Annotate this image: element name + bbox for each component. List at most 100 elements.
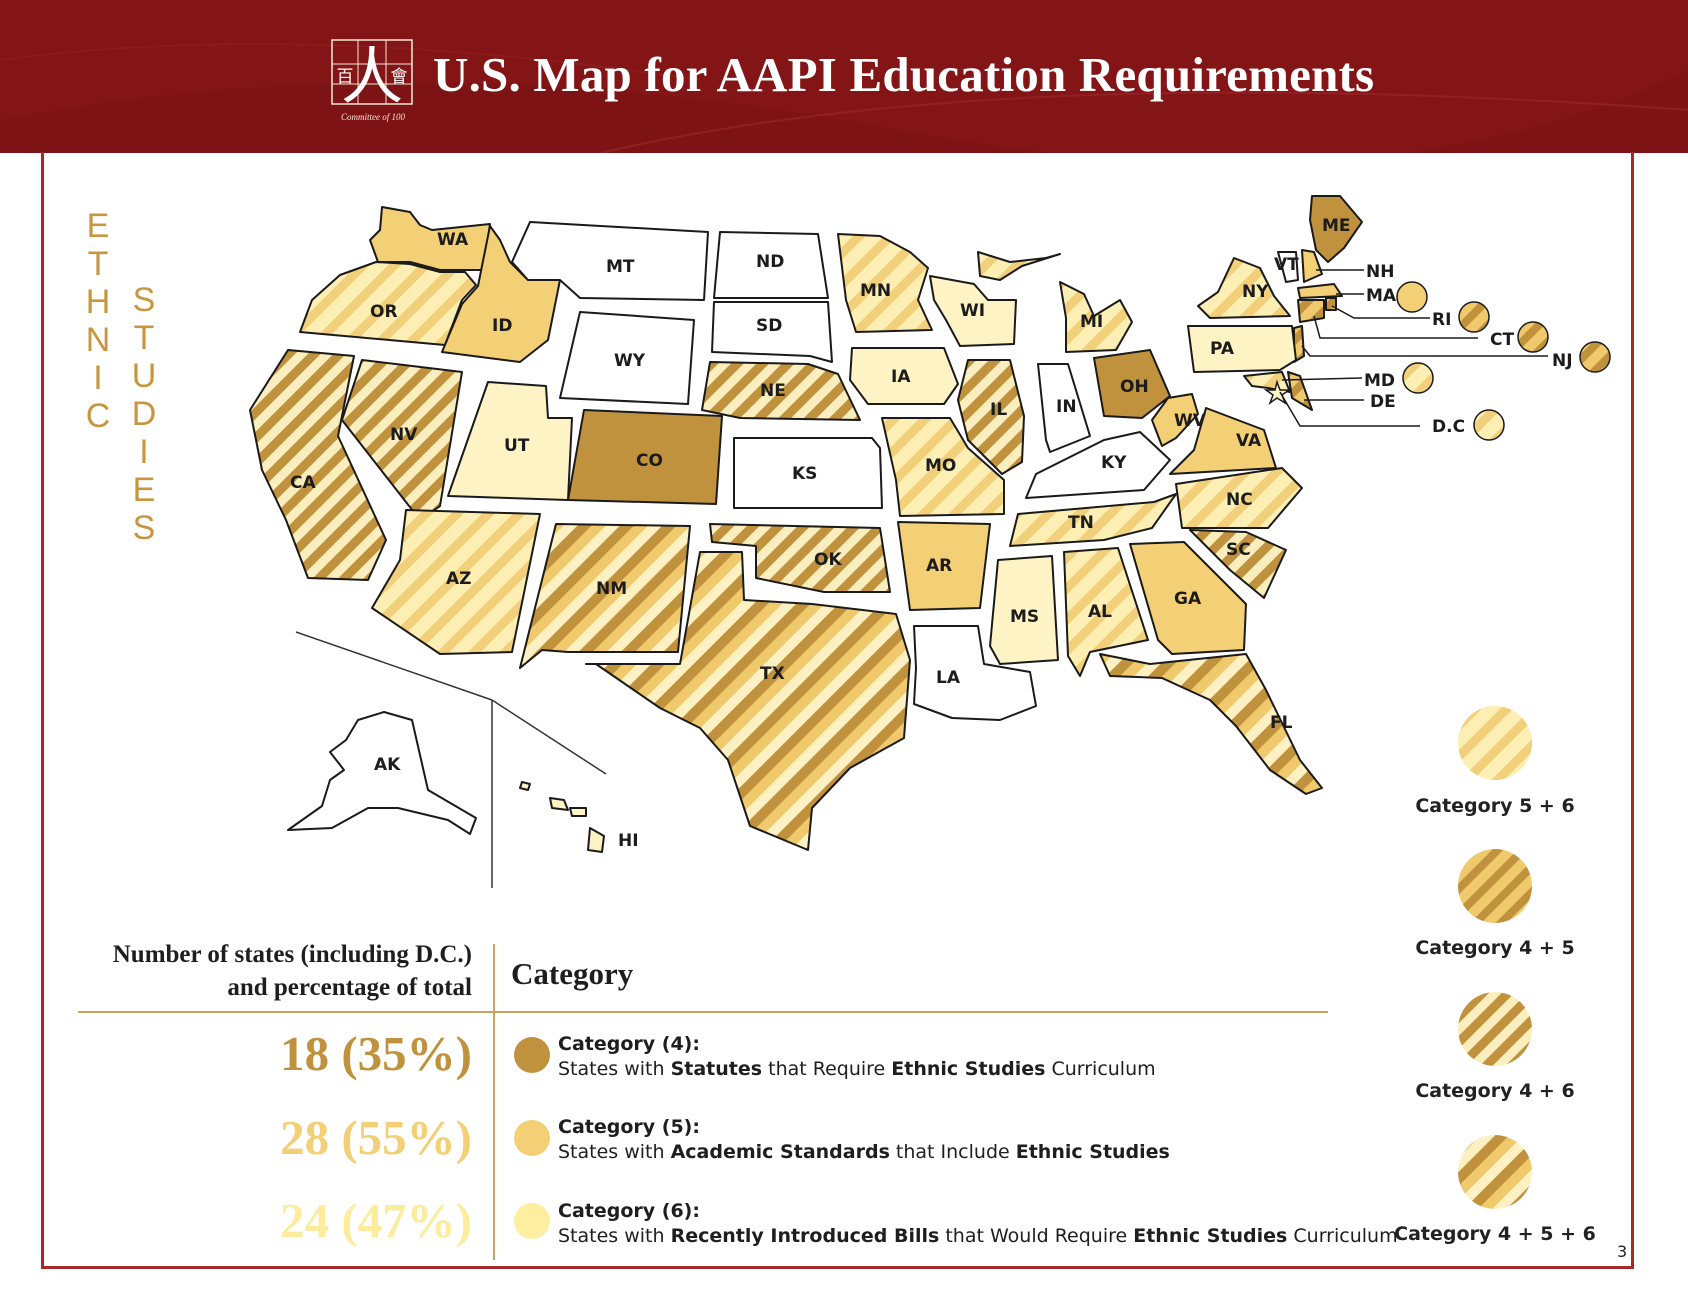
state-mi: [1059, 281, 1133, 353]
label-ks: KS: [792, 464, 817, 484]
desc-bold: Recently Introduced Bills: [670, 1225, 940, 1247]
label-al: AL: [1088, 602, 1112, 622]
label-ia: IA: [891, 367, 911, 387]
desc-text: States with: [558, 1058, 671, 1080]
desc-text: that Include: [889, 1141, 1016, 1163]
desc-text: States with: [558, 1141, 671, 1163]
logo-caption: Committee of 100: [341, 112, 405, 122]
table-divider-vertical: [493, 944, 495, 1260]
legend-swatch-4-5-6: [1458, 1135, 1532, 1209]
callout-dot-ma: [1396, 281, 1428, 313]
state-pa: [1187, 325, 1297, 373]
label-nd: ND: [756, 252, 784, 272]
side-letter: E: [132, 471, 156, 509]
label-md: MD: [1364, 371, 1395, 391]
state-wy: [559, 311, 695, 405]
callout-dot-ct: [1517, 321, 1549, 353]
table-header-count-line2: and percentage of total: [227, 974, 472, 1001]
inset-divider: [295, 631, 493, 701]
dot-category-6: [514, 1203, 550, 1239]
state-fl: [1099, 653, 1323, 795]
side-letter: T: [133, 319, 155, 357]
state-ar: [897, 521, 991, 611]
label-ny: NY: [1242, 282, 1269, 302]
label-nj: NJ: [1552, 351, 1573, 371]
table-header-count: Number of states (including D.C.) and pe…: [70, 938, 472, 1004]
desc-text: States with: [558, 1225, 671, 1247]
label-dc: D.C: [1432, 417, 1465, 437]
label-ca: CA: [290, 473, 316, 493]
state-sc: [1189, 529, 1287, 599]
state-hi-island: [569, 807, 587, 817]
state-ak: [287, 711, 477, 835]
dot-category-4: [514, 1037, 550, 1073]
label-wv: WV: [1174, 411, 1207, 431]
state-nm: [519, 523, 691, 669]
label-nh: NH: [1366, 262, 1394, 282]
page-title: U.S. Map for AAPI Education Requirements: [433, 47, 1375, 102]
table-divider-horizontal: [78, 1011, 1328, 1013]
state-tx: [585, 551, 911, 851]
label-or: OR: [370, 302, 398, 322]
state-nh: [1301, 249, 1323, 283]
desc-bold: Statutes: [670, 1058, 763, 1080]
label-in: IN: [1056, 397, 1077, 417]
legend-label-4-6: Category 4 + 6: [1415, 1080, 1575, 1102]
legend-label-4-5-6: Category 4 + 5 + 6: [1394, 1223, 1596, 1245]
state-ca: [249, 349, 387, 581]
label-wa: WA: [437, 230, 469, 250]
committee-of-100-logo: 百 人 會: [331, 39, 413, 113]
label-sd: SD: [756, 316, 782, 336]
state-ct: [1297, 299, 1325, 323]
callout-line-dc: [1279, 391, 1420, 427]
state-hi: [587, 827, 605, 853]
side-letter: D: [131, 395, 157, 433]
label-co: CO: [636, 451, 663, 471]
label-me: ME: [1322, 216, 1351, 236]
desc-text: that Would Require: [939, 1225, 1134, 1247]
desc-bold: Ethnic Studies: [1015, 1141, 1170, 1163]
callout-dot-md: [1402, 362, 1434, 394]
label-mn: MN: [860, 281, 891, 301]
logo-glyph-2: 人: [341, 40, 403, 113]
desc-text: that Require: [762, 1058, 892, 1080]
label-ne: NE: [760, 381, 786, 401]
table-header-count-line1: Number of states (including D.C.): [112, 941, 472, 968]
state-nc: [1175, 467, 1303, 529]
state-id: [441, 225, 561, 363]
state-co: [567, 409, 723, 505]
callout-line-ri: [1331, 305, 1430, 319]
state-hi-island: [519, 781, 531, 791]
state-de: [1287, 371, 1313, 411]
state-wa: [369, 206, 491, 271]
state-ny: [1197, 257, 1291, 319]
logo-glyph-3: 會: [391, 67, 408, 87]
state-wv: [1151, 393, 1199, 447]
state-in: [1037, 363, 1091, 453]
state-oh: [1093, 349, 1171, 419]
label-hi: HI: [618, 831, 639, 851]
state-az: [371, 509, 541, 655]
label-tx: TX: [760, 664, 785, 684]
logo-glyph-1: 百: [337, 67, 354, 87]
state-ms: [989, 555, 1059, 665]
side-letter: I: [93, 359, 103, 397]
legend-swatch-4-5: [1458, 849, 1532, 923]
label-id: ID: [492, 316, 512, 336]
label-mt: MT: [606, 257, 635, 277]
label-ms: MS: [1010, 607, 1039, 627]
state-sd: [711, 301, 833, 363]
header-decoration: [0, 43, 1688, 153]
side-letter: T: [87, 245, 109, 283]
desc-text: Curriculum: [1287, 1225, 1398, 1247]
category-4-title: Category (4):: [558, 1033, 700, 1055]
label-ar: AR: [926, 556, 952, 576]
label-mi: MI: [1080, 312, 1103, 332]
state-ga: [1129, 541, 1247, 655]
label-sc: SC: [1226, 540, 1251, 560]
state-mo: [881, 417, 1005, 517]
label-wi: WI: [960, 301, 985, 321]
state-md: [1243, 371, 1291, 393]
label-nv: NV: [390, 425, 418, 445]
desc-text: Curriculum: [1045, 1058, 1156, 1080]
